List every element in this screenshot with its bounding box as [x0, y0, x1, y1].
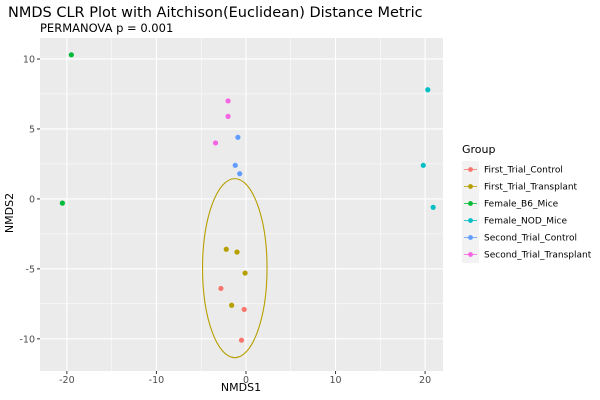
confidence-ellipses — [201, 178, 268, 359]
data-point — [212, 140, 219, 146]
chart-title: NMDS CLR Plot with Aitchison(Euclidean) … — [8, 5, 423, 21]
data-point — [234, 249, 240, 255]
data-point — [235, 134, 241, 140]
x-tick-label: -20 — [59, 375, 75, 386]
data-points — [59, 52, 436, 343]
x-axis-ticks: -20 -10 0 10 20 — [59, 371, 431, 386]
panel-background — [40, 38, 443, 371]
data-point — [229, 302, 235, 308]
plot-panel — [40, 38, 443, 371]
data-point — [232, 162, 238, 168]
legend-label: Second_Trial_Transplant — [484, 251, 592, 261]
legend-label: First_Trial_Control — [484, 166, 563, 176]
data-point — [420, 162, 426, 168]
data-point — [425, 87, 431, 93]
data-point — [237, 171, 243, 177]
y-tick-label: 0 — [29, 194, 35, 205]
data-point — [223, 246, 229, 252]
y-tick-label: -10 — [19, 334, 35, 345]
data-point — [242, 270, 248, 276]
chart-subtitle: PERMANOVA p = 0.001 — [40, 21, 173, 35]
data-point — [68, 52, 74, 58]
confidence-ellipse — [201, 178, 268, 359]
legend-label: First_Trial_Transplant — [484, 183, 578, 193]
y-tick-label: 10 — [23, 54, 35, 65]
legend-label: Second_Trial_Control — [484, 234, 577, 244]
data-point — [238, 337, 245, 343]
legend: Group First_Trial_Control First_Trial_Tra… — [462, 143, 592, 263]
legend-label: Female_B6_Mice — [484, 200, 559, 210]
data-point — [225, 98, 231, 104]
y-tick-label: 5 — [29, 124, 35, 135]
x-tick-label: 0 — [243, 375, 249, 386]
data-point — [218, 285, 224, 292]
y-axis-label: NMDS2 — [3, 193, 16, 233]
data-point — [241, 306, 247, 313]
data-point — [59, 200, 65, 206]
data-point — [430, 204, 436, 210]
y-tick-label: -5 — [26, 264, 35, 275]
x-tick-label: -10 — [149, 375, 165, 386]
x-tick-label: 20 — [419, 375, 431, 386]
legend-label: Female_NOD_Mice — [484, 217, 568, 227]
x-axis-label: NMDS1 — [221, 381, 261, 394]
y-axis-ticks: 10 5 0 -5 -10 — [19, 54, 40, 345]
data-point — [225, 113, 231, 119]
x-tick-label: 10 — [329, 375, 341, 386]
legend-title: Group — [462, 143, 496, 156]
